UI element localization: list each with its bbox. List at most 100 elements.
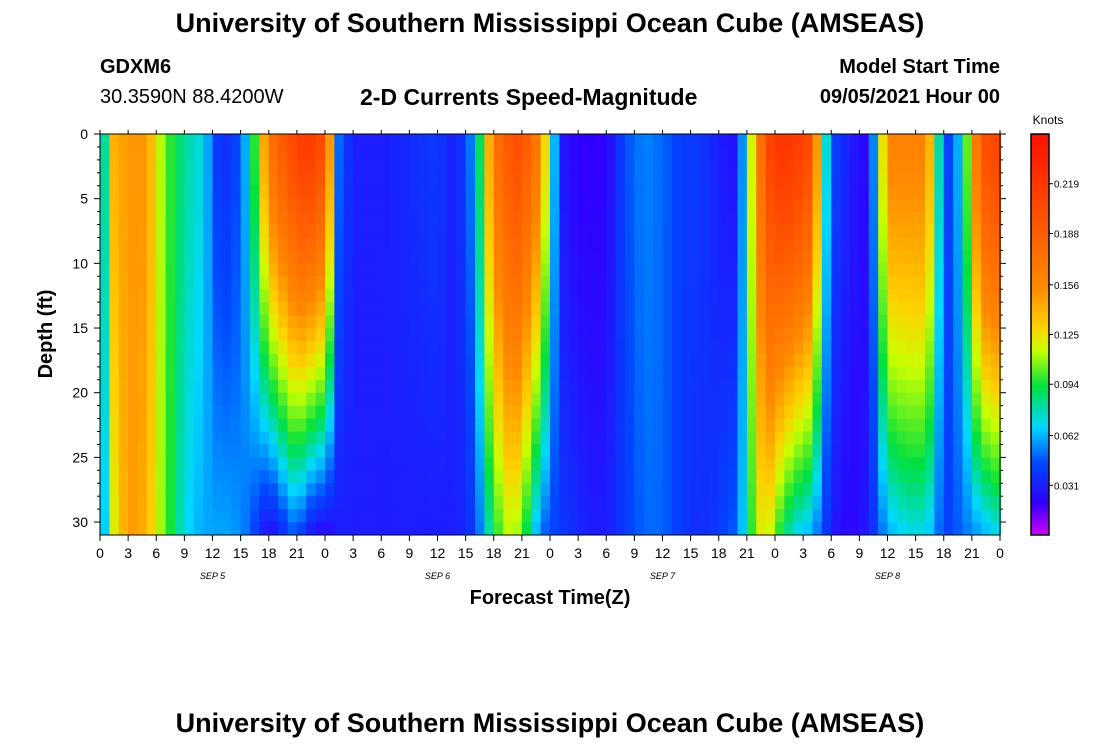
heatmap-cell	[943, 418, 955, 432]
heatmap-cell	[812, 470, 823, 484]
heatmap-cell	[296, 457, 308, 471]
heatmap-cell	[775, 509, 786, 523]
heatmap-cell	[221, 211, 233, 225]
heatmap-cell	[587, 328, 598, 342]
heatmap-cell	[671, 134, 683, 148]
heatmap-cell	[362, 522, 373, 536]
heatmap-cell	[615, 340, 627, 355]
heatmap-cell	[625, 366, 636, 381]
heatmap-cell	[643, 134, 655, 148]
heatmap-cell	[653, 185, 664, 200]
heatmap-cell	[700, 224, 711, 238]
heatmap-cell	[100, 418, 111, 432]
heatmap-cell	[765, 185, 777, 200]
heatmap-cell	[531, 366, 542, 381]
heatmap-cell	[503, 315, 514, 329]
heatmap-cell	[203, 198, 214, 213]
heatmap-cell	[287, 263, 298, 277]
heatmap-cell	[850, 353, 861, 368]
heatmap-cell	[156, 263, 167, 277]
heatmap-cell	[203, 522, 214, 536]
heatmap-cell	[878, 457, 889, 471]
x-tick-label: 15	[908, 545, 924, 561]
heatmap-cell	[390, 444, 402, 458]
heatmap-cell	[193, 457, 205, 471]
heatmap-cell	[746, 172, 758, 187]
heatmap-cell	[756, 172, 767, 187]
heatmap-cell	[278, 496, 289, 510]
heatmap-cell	[503, 405, 514, 419]
heatmap-cell	[578, 483, 589, 497]
heatmap-cell	[793, 483, 805, 497]
heatmap-cell	[681, 159, 692, 174]
heatmap-cell	[868, 405, 880, 419]
heatmap-cell	[531, 237, 542, 251]
heatmap-cell	[156, 289, 167, 303]
heatmap-cell	[240, 366, 252, 381]
heatmap-cell	[287, 146, 298, 161]
heatmap-cell	[962, 185, 973, 200]
heatmap-cell	[559, 340, 570, 355]
heatmap-cell	[315, 470, 327, 484]
heatmap-cell	[531, 470, 542, 484]
heatmap-cell	[137, 522, 148, 536]
heatmap-cell	[587, 302, 598, 316]
heatmap-cell	[878, 392, 889, 407]
heatmap-cell	[568, 328, 580, 342]
heatmap-cell	[456, 522, 467, 536]
heatmap-cell	[446, 263, 458, 277]
heatmap-cell	[662, 431, 673, 445]
heatmap-cell	[606, 185, 617, 200]
heatmap-cell	[446, 483, 458, 497]
heatmap-cell	[306, 522, 317, 536]
heatmap-cell	[578, 263, 589, 277]
heatmap-cell	[212, 211, 223, 225]
heatmap-cell	[428, 289, 439, 303]
heatmap-cell	[109, 263, 120, 277]
heatmap-cell	[568, 250, 580, 264]
heatmap-cell	[400, 353, 411, 368]
heatmap-cell	[981, 418, 992, 432]
heatmap-cell	[137, 159, 148, 174]
heatmap-cell	[840, 431, 852, 445]
heatmap-cell	[953, 315, 964, 329]
heatmap-cell	[559, 522, 570, 536]
heatmap-cell	[418, 353, 430, 368]
heatmap-cell	[193, 496, 205, 510]
heatmap-cell	[212, 263, 223, 277]
heatmap-cell	[521, 315, 533, 329]
heatmap-cell	[296, 172, 308, 187]
heatmap-cell	[746, 237, 758, 251]
heatmap-cell	[390, 302, 402, 316]
heatmap-cell	[371, 328, 383, 342]
heatmap-cell	[259, 470, 270, 484]
heatmap-cell	[793, 224, 805, 238]
heatmap-cell	[765, 159, 777, 174]
heatmap-cell	[812, 302, 823, 316]
heatmap-cell	[709, 418, 720, 432]
heatmap-cell	[962, 470, 973, 484]
heatmap-cell	[559, 483, 570, 497]
heatmap-cell	[240, 379, 252, 394]
heatmap-cell	[906, 289, 917, 303]
heatmap-cell	[784, 315, 795, 329]
heatmap-cell	[268, 405, 280, 419]
heatmap-cell	[550, 263, 561, 277]
heatmap-cell	[634, 509, 645, 523]
heatmap-cell	[840, 211, 852, 225]
heatmap-cell	[287, 185, 298, 200]
heatmap-cell	[381, 522, 392, 536]
heatmap-cell	[231, 340, 242, 355]
heatmap-cell	[981, 146, 992, 161]
heatmap-cell	[437, 457, 448, 471]
heatmap-cell	[109, 470, 120, 484]
heatmap-cell	[671, 496, 683, 510]
heatmap-cell	[484, 444, 495, 458]
heatmap-cell	[943, 366, 955, 381]
heatmap-cell	[625, 340, 636, 355]
heatmap-cell	[625, 159, 636, 174]
heatmap-cell	[887, 250, 898, 264]
heatmap-cell	[296, 224, 308, 238]
heatmap-cell	[240, 198, 252, 213]
heatmap-cell	[765, 172, 777, 187]
